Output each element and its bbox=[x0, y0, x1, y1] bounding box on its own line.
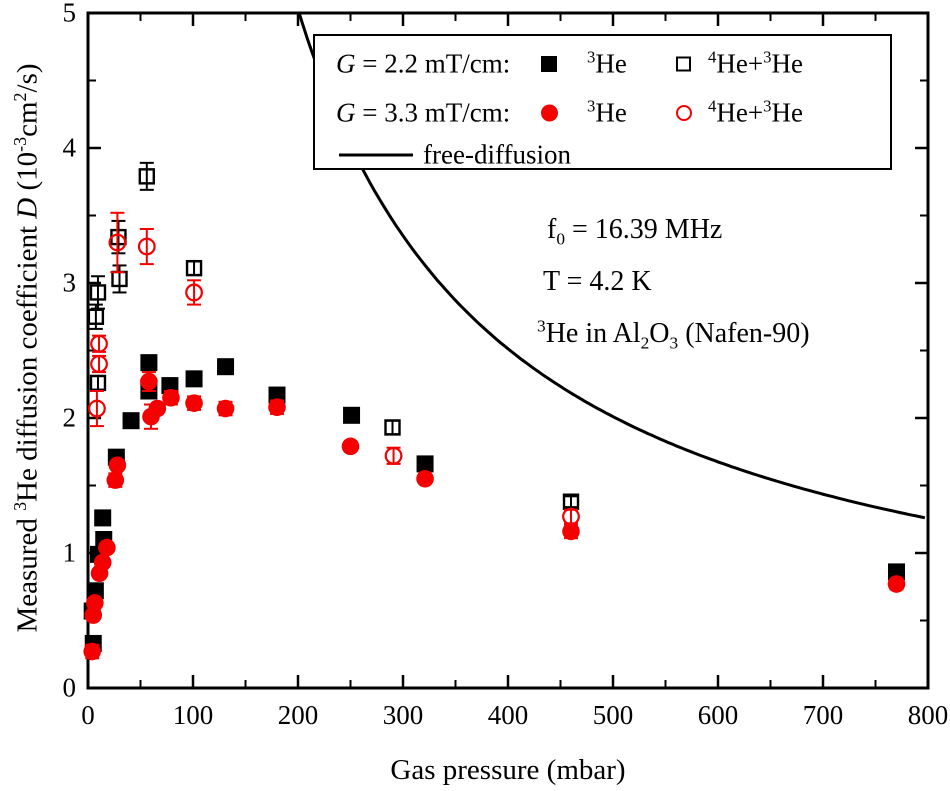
data-point-filled-square bbox=[140, 354, 158, 372]
open-circle-legend-icon bbox=[676, 105, 692, 121]
data-point-filled-circle bbox=[216, 399, 235, 418]
data-point-filled-circle bbox=[887, 575, 906, 593]
x-tick-label: 100 bbox=[172, 700, 214, 730]
data-point-filled-circle bbox=[148, 399, 167, 418]
data-point-open-square bbox=[138, 168, 156, 185]
data-point-filled-circle bbox=[185, 394, 203, 412]
y-tick-label: 3 bbox=[62, 267, 77, 298]
legend-row: free-diffusion bbox=[315, 133, 890, 177]
legend: G = 2.2 mT/cm: 3He 4He+3He G = 3.3 mT/cm: 3H… bbox=[313, 34, 892, 170]
error-bar bbox=[385, 419, 400, 436]
data-point-open-circle bbox=[90, 334, 108, 353]
legend-entry-text: free-diffusion bbox=[423, 139, 571, 170]
error-bar bbox=[139, 161, 154, 191]
y-tick-label: 4 bbox=[62, 132, 77, 163]
y-tick-label: 2 bbox=[62, 402, 77, 433]
error-bar bbox=[110, 211, 125, 274]
data-point-filled-square bbox=[185, 370, 203, 388]
data-point-filled-square bbox=[268, 386, 286, 404]
error-bar bbox=[89, 390, 104, 428]
data-point-filled-square bbox=[416, 455, 434, 473]
data-point-open-square bbox=[384, 419, 401, 436]
legend-entry-text: 3He bbox=[587, 47, 627, 79]
legend-entry-text: 4He+3He bbox=[708, 47, 803, 79]
data-point-open-circle bbox=[108, 233, 127, 252]
error-bar bbox=[112, 264, 127, 294]
x-tick-label: 0 bbox=[81, 700, 95, 730]
filled-circle-legend-icon bbox=[541, 104, 558, 122]
data-point-filled-circle bbox=[562, 522, 580, 541]
data-point-open-square bbox=[89, 374, 107, 392]
data-point-filled-circle bbox=[98, 538, 116, 557]
data-point-filled-square bbox=[343, 406, 361, 424]
data-point-open-circle bbox=[90, 355, 108, 373]
x-axis-ticks bbox=[86, 13, 930, 688]
x-tick-label: 500 bbox=[592, 700, 634, 730]
series-filled-square bbox=[83, 354, 905, 652]
data-point-open-circle bbox=[185, 283, 203, 302]
data-point-open-circle bbox=[384, 446, 403, 465]
y-axis-title: Measured 3He diffusion coefficient D (10… bbox=[9, 63, 44, 633]
data-point-filled-circle bbox=[341, 437, 360, 456]
error-bar bbox=[90, 375, 105, 391]
data-point-filled-circle bbox=[140, 372, 158, 391]
data-point-filled-circle bbox=[83, 642, 101, 661]
data-point-filled-square bbox=[122, 412, 140, 430]
data-point-filled-circle bbox=[86, 594, 104, 612]
x-tick-label: 300 bbox=[382, 700, 424, 730]
error-bar bbox=[187, 260, 202, 276]
x-tick-label: 600 bbox=[697, 700, 739, 730]
data-point-filled-circle bbox=[268, 398, 286, 417]
error-bar bbox=[139, 228, 154, 266]
data-point-open-square bbox=[185, 259, 203, 277]
legend-label: G = 2.2 mT/cm: bbox=[336, 48, 511, 79]
data-point-filled-square bbox=[888, 563, 905, 581]
x-tick-label: 700 bbox=[802, 700, 844, 730]
line-legend-icon bbox=[339, 153, 413, 157]
data-point-filled-circle bbox=[93, 553, 112, 572]
error-bar bbox=[111, 219, 126, 255]
x-tick-label: 800 bbox=[907, 700, 949, 730]
data-point-open-square bbox=[87, 308, 105, 325]
series-filled-circle bbox=[83, 371, 906, 661]
data-point-open-circle bbox=[137, 237, 156, 256]
legend-entry-text: 4He+3He bbox=[708, 96, 803, 128]
x-tick-label: 400 bbox=[487, 700, 529, 730]
data-point-filled-circle bbox=[416, 469, 434, 488]
open-square-legend-icon bbox=[676, 56, 691, 72]
legend-row: G = 2.2 mT/cm: 3He 4He+3He bbox=[315, 42, 890, 86]
data-point-open-circle bbox=[562, 507, 580, 526]
error-bar bbox=[90, 275, 105, 310]
series-open-circle bbox=[88, 211, 580, 526]
annotation-temperature: T = 4.2 K bbox=[543, 266, 652, 297]
data-point-filled-circle bbox=[162, 388, 180, 407]
y-tick-label: 1 bbox=[62, 537, 77, 568]
x-axis-title: Gas pressure (mbar) bbox=[390, 754, 626, 786]
x-tick-label: 200 bbox=[277, 700, 319, 730]
annotation-frequency: f0 = 16.39 MHz bbox=[547, 214, 723, 249]
data-point-open-circle bbox=[88, 399, 106, 418]
legend-label: G = 3.3 mT/cm: bbox=[336, 97, 511, 128]
free-diffusion-curve bbox=[297, 12, 926, 520]
filled-square-legend-icon bbox=[541, 56, 557, 72]
data-point-filled-circle bbox=[106, 471, 125, 489]
error-bar bbox=[564, 495, 578, 509]
data-point-filled-square bbox=[217, 358, 235, 376]
data-point-filled-circle bbox=[108, 456, 127, 475]
series-open-square bbox=[87, 161, 580, 510]
data-point-filled-square bbox=[94, 509, 112, 527]
y-tick-label: 5 bbox=[62, 0, 77, 28]
data-point-open-square bbox=[89, 284, 107, 301]
annotation-sample: 3He in Al2O3 (Nafen-90) bbox=[537, 316, 810, 353]
legend-row: G = 3.3 mT/cm: 3He 4He+3He bbox=[315, 91, 890, 135]
y-tick-label: 0 bbox=[62, 672, 77, 703]
legend-entry-text: 3He bbox=[587, 96, 627, 128]
